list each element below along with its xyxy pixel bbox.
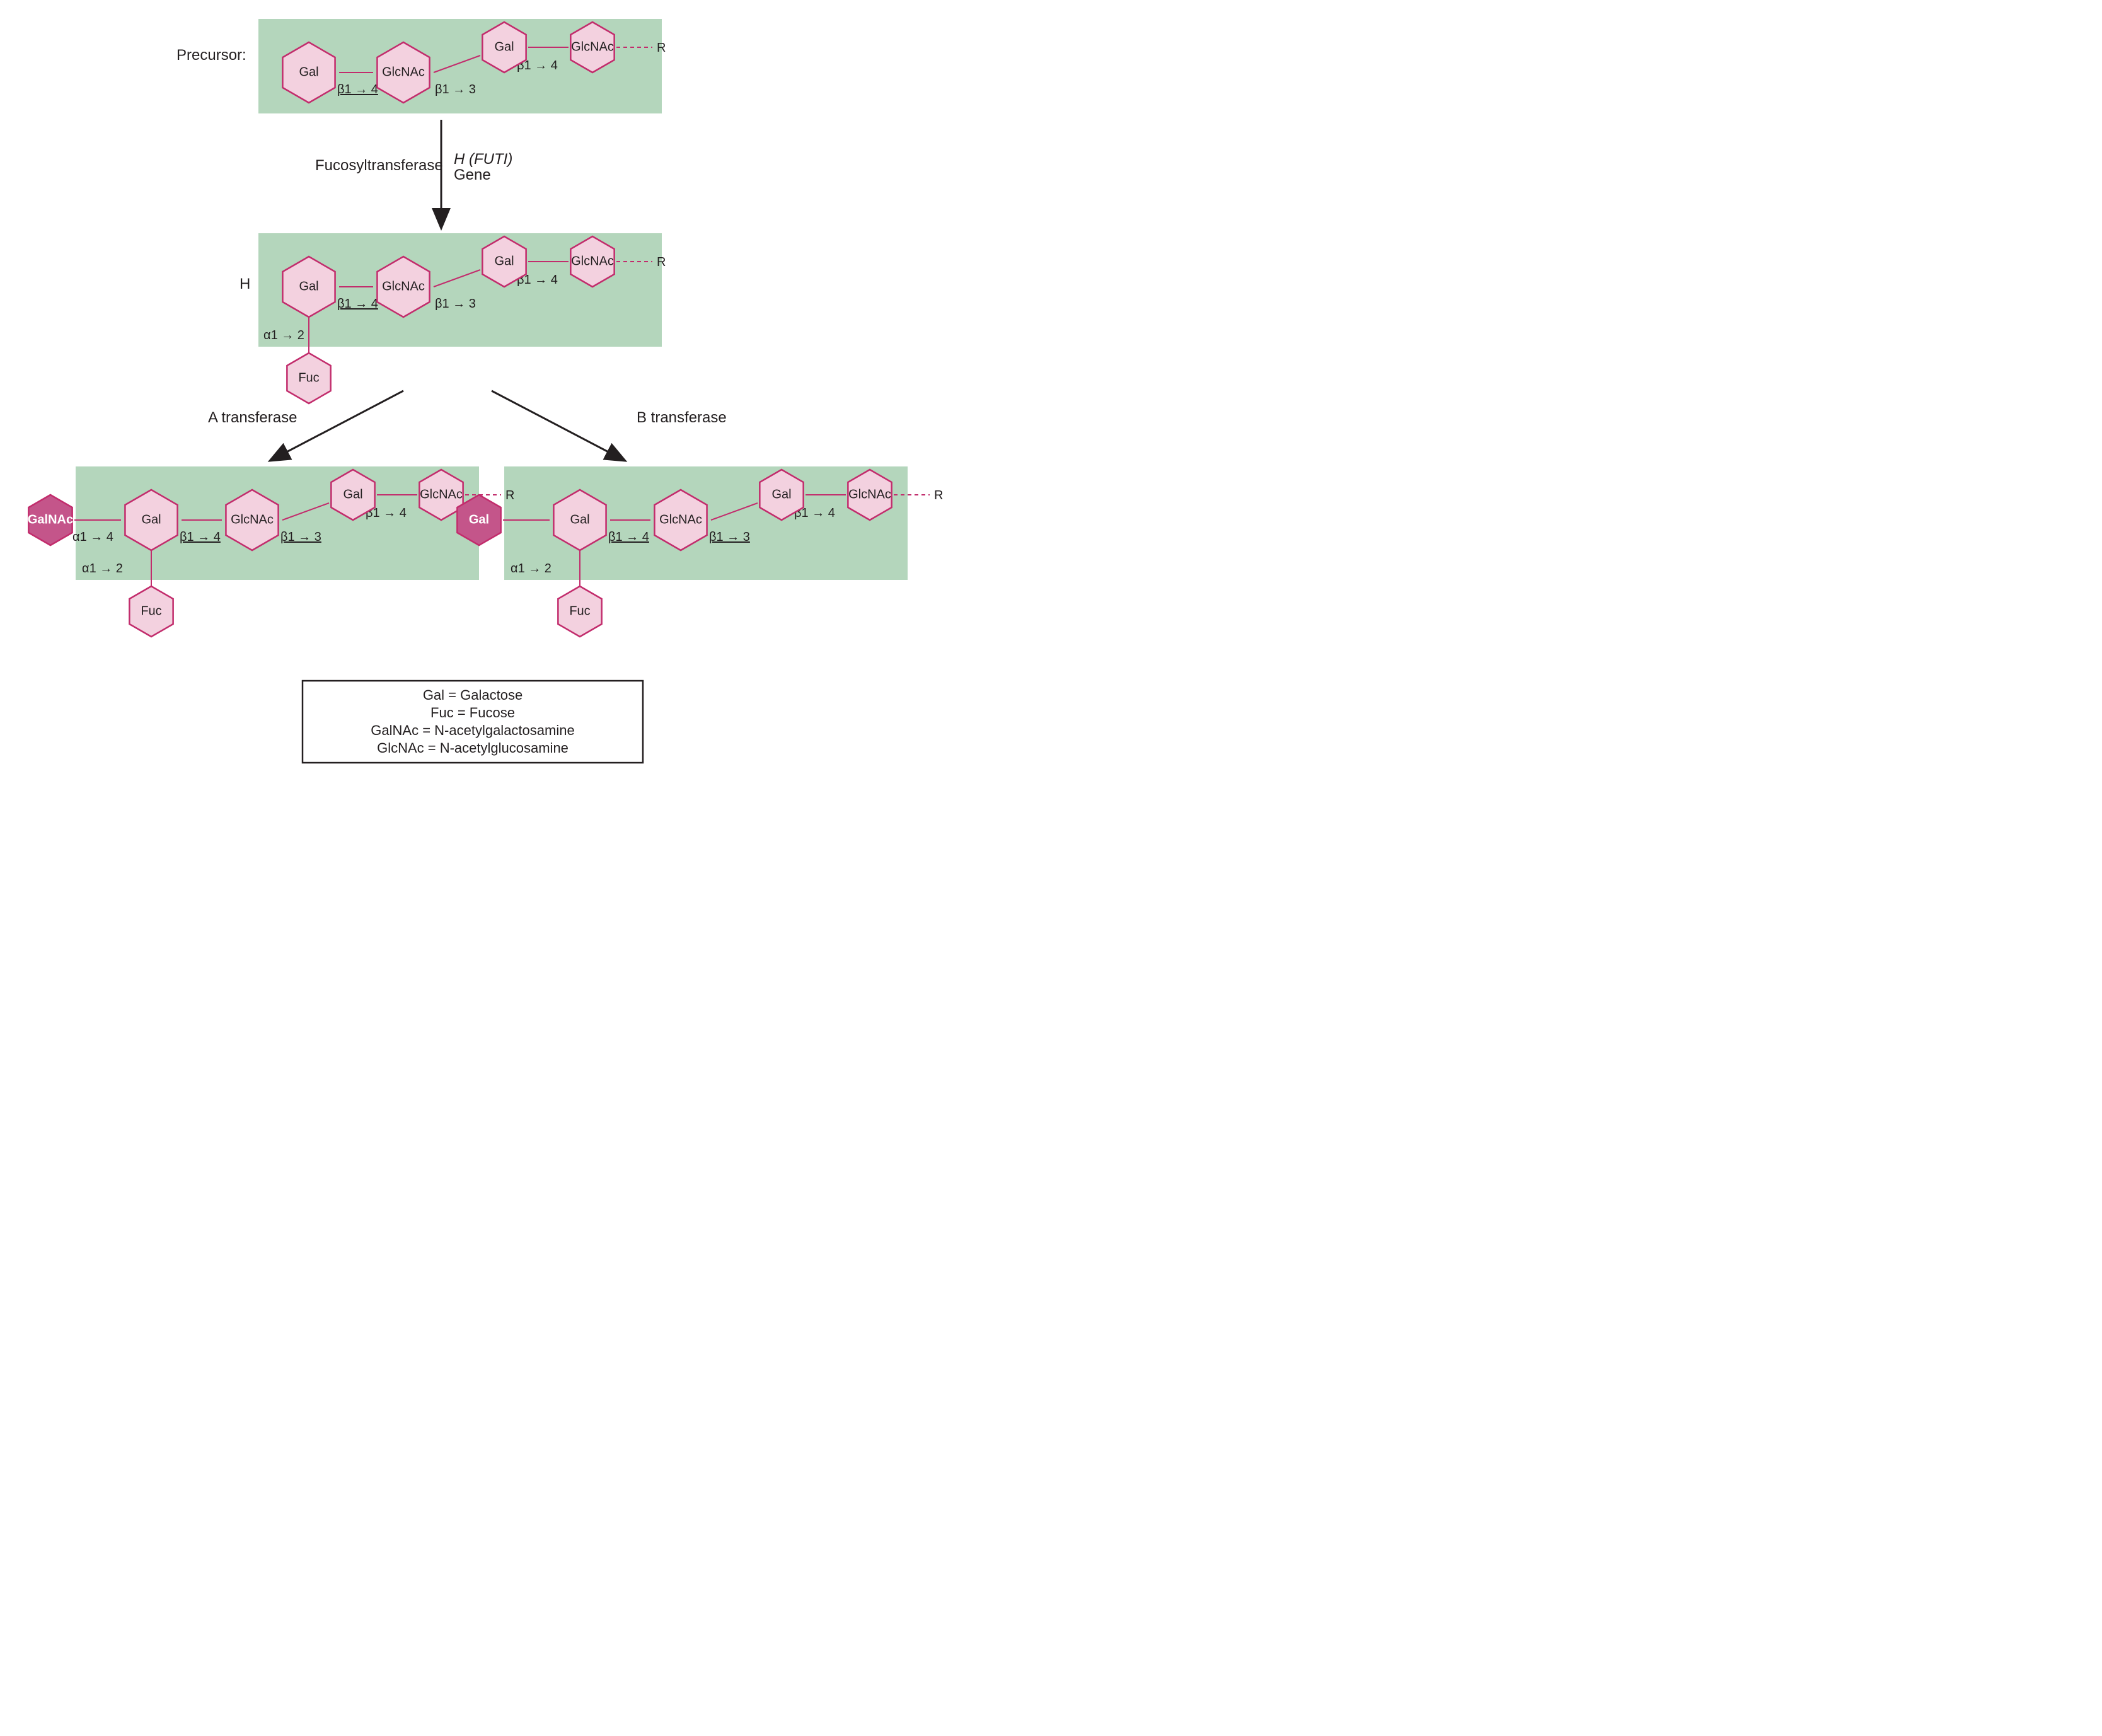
arrow-label: H (FUTI): [454, 151, 512, 168]
sugar-label: GlcNAc: [571, 40, 614, 54]
bond-label: α1 → 2: [511, 562, 551, 576]
bond-label: β1 → 4: [337, 83, 378, 96]
sugar-label: Gal: [299, 65, 318, 79]
arrow-label: Fucosyltransferase: [315, 157, 443, 174]
bond-label: β1 → 4: [608, 530, 649, 544]
bond-label: β1 → 3: [435, 297, 476, 311]
sugar-label: GlcNAc: [231, 512, 274, 526]
r-group-label: R: [505, 489, 514, 502]
sugar-label: GlcNAc: [659, 512, 702, 526]
sugar-label: Gal: [141, 512, 161, 526]
bond-label: β1 → 3: [280, 530, 321, 544]
sugar-label: Gal: [771, 487, 791, 501]
stage-label: H: [240, 275, 250, 292]
bond-label: α1 → 2: [82, 562, 123, 576]
bond-label: β1 → 4: [337, 297, 378, 311]
sugar-label: Gal: [343, 487, 362, 501]
legend-line: Gal = Galactose: [423, 687, 523, 703]
sugar-label: Fuc: [141, 604, 161, 618]
sugar-label: Gal: [494, 40, 514, 54]
stage-label: Precursor:: [176, 47, 246, 64]
r-group-label: R: [934, 489, 943, 502]
bond-label: β1 → 3: [709, 530, 750, 544]
sugar-label: Gal: [494, 254, 514, 268]
r-group-label: R: [657, 255, 666, 269]
sugar-label: GlcNAc: [571, 254, 614, 268]
sugar-label: Fuc: [569, 604, 590, 618]
sugar-label: GlcNAc: [420, 487, 463, 501]
legend-line: GlcNAc = N-acetylglucosamine: [377, 740, 569, 756]
legend-line: GalNAc = N-acetylgalactosamine: [371, 722, 574, 738]
arrow-label: A transferase: [208, 409, 297, 426]
pathway-arrow: [492, 391, 624, 460]
sugar-label: GalNAc: [28, 512, 73, 526]
sugar-label: GlcNAc: [382, 279, 425, 293]
sugar-label: Gal: [570, 512, 589, 526]
sugar-label: GlcNAc: [382, 65, 425, 79]
bond-label: β1 → 4: [180, 530, 221, 544]
sugar-label: Gal: [299, 279, 318, 293]
arrow-label: B transferase: [637, 409, 727, 426]
legend-line: Fuc = Fucose: [430, 705, 515, 720]
bond-label: β1 → 3: [435, 83, 476, 96]
sugar-label: Gal: [469, 512, 489, 526]
bond-label: α1 → 2: [263, 328, 304, 342]
r-group-label: R: [657, 41, 666, 55]
sugar-label: GlcNAc: [848, 487, 891, 501]
arrow-label: Gene: [454, 166, 491, 183]
sugar-label: Fuc: [298, 371, 319, 385]
abo-diagram: Fucosyltransferase H (FUTI)Gene A transfer…: [0, 0, 958, 794]
bond-label: α1 → 4: [72, 530, 113, 544]
